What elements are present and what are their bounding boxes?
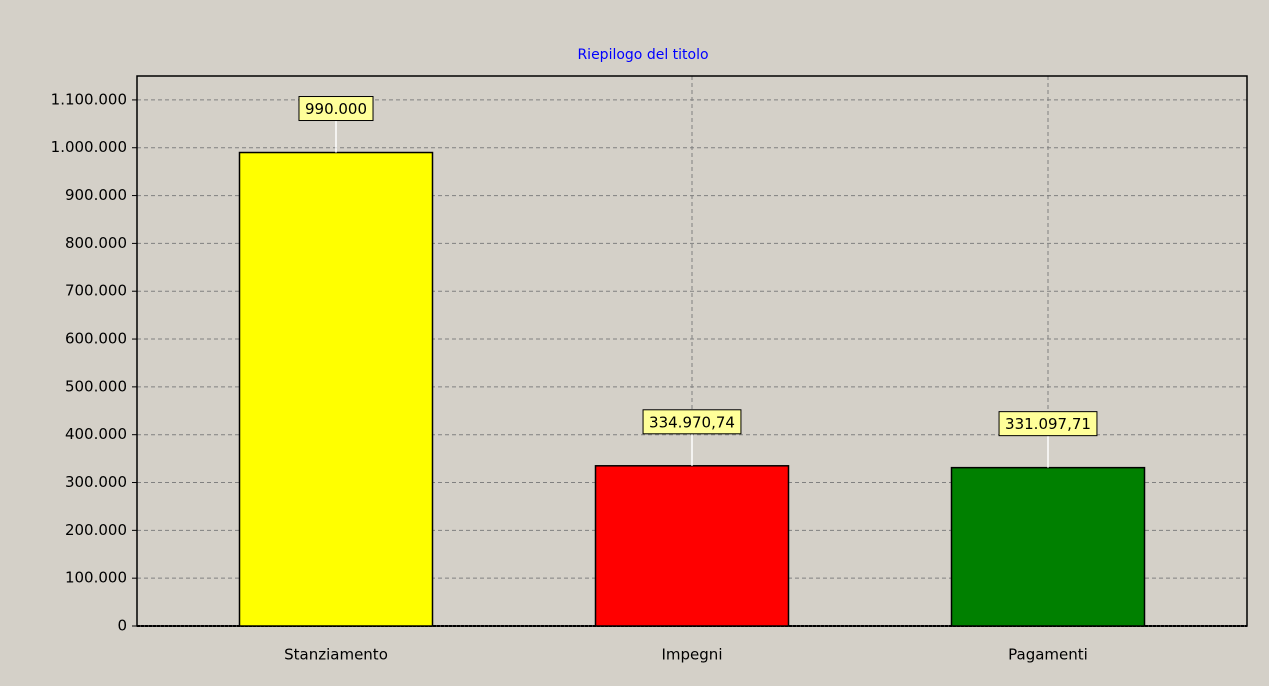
x-tick-label: Pagamenti <box>1008 646 1088 664</box>
y-tick-label: 900.000 <box>65 186 127 204</box>
value-label-box <box>998 411 1098 437</box>
x-tick-label: Impegni <box>662 646 723 664</box>
y-tick-label: 400.000 <box>65 425 127 443</box>
y-tick-label: 700.000 <box>65 282 127 300</box>
value-label-box <box>642 409 742 435</box>
value-label: 990.000 <box>305 100 367 118</box>
y-tick-label: 1.100.000 <box>51 90 127 108</box>
y-tick-label: 300.000 <box>65 473 127 491</box>
value-label: 331.097,71 <box>1005 415 1091 433</box>
y-tick-label: 500.000 <box>65 377 127 395</box>
y-tick-label: 800.000 <box>65 234 127 252</box>
bar <box>238 151 434 627</box>
y-tick-label: 200.000 <box>65 521 127 539</box>
value-label: 334.970,74 <box>649 413 735 431</box>
y-tick-label: 1.000.000 <box>51 138 127 156</box>
bar <box>594 465 790 627</box>
bar <box>950 466 1146 627</box>
y-tick-label: 0 <box>117 617 127 635</box>
chart-title: Riepilogo del titolo <box>577 47 708 63</box>
y-tick-label: 100.000 <box>65 569 127 587</box>
value-label-box <box>298 96 374 122</box>
x-tick-label: Stanziamento <box>284 646 388 664</box>
y-tick-label: 600.000 <box>65 330 127 348</box>
